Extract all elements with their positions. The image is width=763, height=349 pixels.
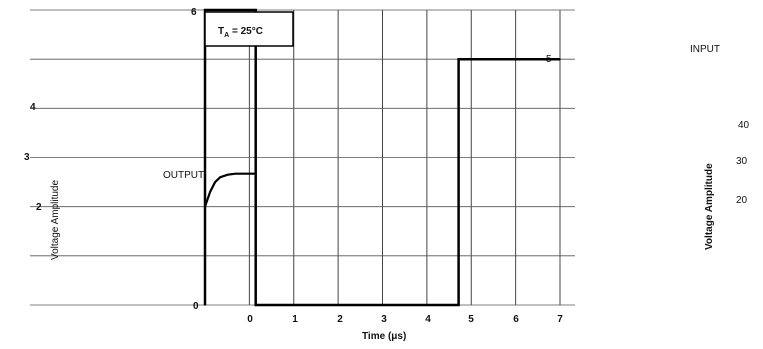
data-point-input — [204, 304, 206, 306]
data-point-input — [457, 58, 460, 60]
x-tick-label: 2 — [337, 314, 343, 325]
data-point-input — [559, 58, 561, 60]
data-point-input — [204, 9, 206, 11]
series-label-output: OUTPUT — [163, 170, 204, 181]
series-line-output — [203, 172, 256, 208]
series-label-input: INPUT — [690, 44, 720, 55]
data-point-output — [209, 191, 211, 193]
data-point-output — [214, 181, 216, 183]
x-tick-label: 0 — [247, 314, 253, 325]
y-tick-label-left: 4 — [30, 102, 36, 113]
x-tick-label: 5 — [468, 314, 474, 325]
annotation-box: TA = 25°C — [204, 11, 294, 47]
grid — [30, 9, 575, 306]
y-tick-label-left: 3 — [24, 152, 30, 163]
y-axis-label-left: Voltage Amplitude — [50, 180, 61, 260]
data-point-output — [219, 176, 222, 178]
data-point-output — [244, 172, 247, 175]
data-point-output — [254, 172, 257, 175]
x-tick-label: 7 — [557, 314, 563, 325]
data-point-output — [227, 173, 229, 176]
y-tick-label-right: 20 — [736, 195, 748, 206]
data-point-input — [254, 9, 257, 11]
y-tick-label-left: 6 — [191, 7, 197, 18]
x-axis-label: Time (μs) — [362, 331, 406, 342]
data-point-output — [204, 205, 206, 208]
x-tick-label: 3 — [381, 314, 387, 325]
annotation-label: TA = 25°C — [218, 26, 263, 39]
y-tick-label-left: 2 — [36, 202, 42, 213]
x-tick-label: 4 — [425, 314, 431, 325]
y-tick-label-right: 40 — [738, 120, 750, 131]
series-group — [203, 8, 561, 307]
x-tick-label: 1 — [292, 314, 298, 325]
data-point-input — [457, 304, 460, 306]
x-tick-label: 6 — [513, 314, 519, 325]
y-axis-label-right: Voltage Amplitude — [704, 163, 715, 250]
y-tick-label-right: 30 — [736, 156, 748, 167]
data-point-output — [234, 172, 237, 175]
data-point-input — [254, 304, 257, 306]
y-tick-label-left: 0 — [193, 301, 199, 312]
